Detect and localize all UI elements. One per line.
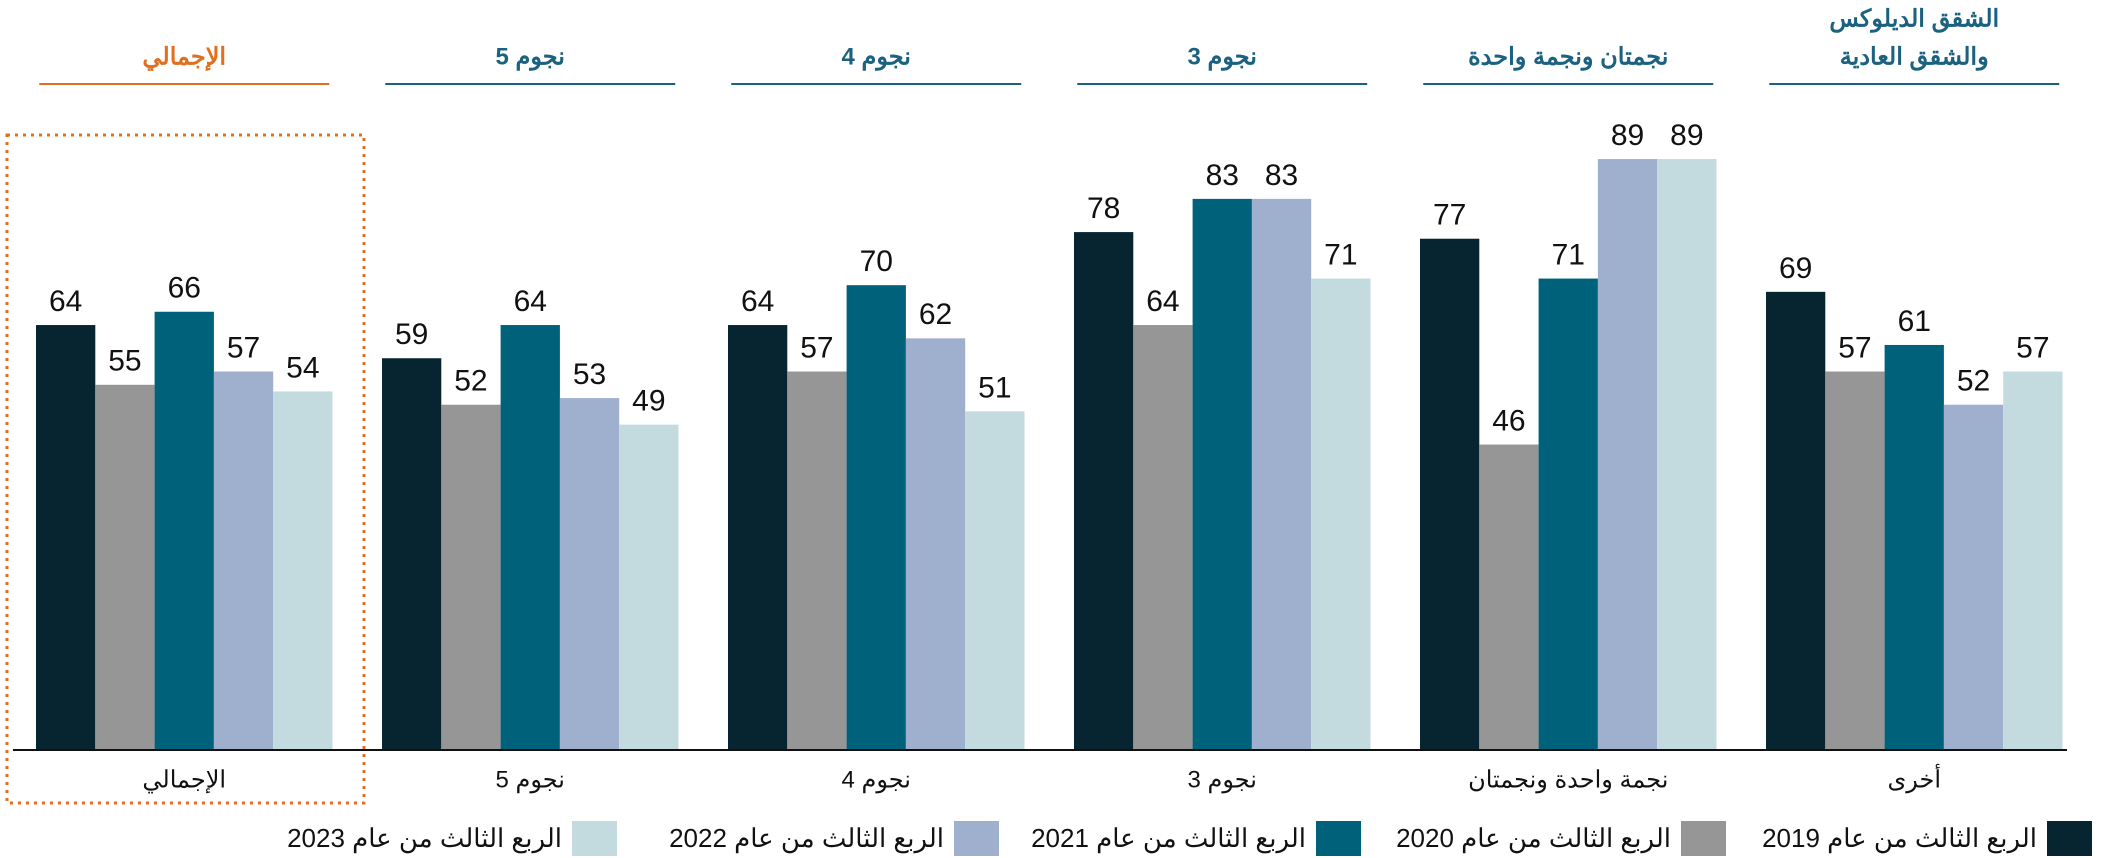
bar bbox=[273, 391, 333, 750]
value-label: 71 bbox=[1324, 238, 1357, 271]
bar bbox=[619, 424, 679, 750]
bar bbox=[787, 371, 847, 750]
bar bbox=[154, 311, 214, 750]
bar bbox=[213, 371, 274, 750]
bar bbox=[846, 285, 906, 750]
value-label: 59 bbox=[395, 318, 428, 351]
group-header: نجمتان ونجمة واحدة bbox=[1468, 43, 1668, 71]
bar bbox=[36, 325, 96, 750]
value-label: 53 bbox=[573, 358, 606, 391]
group-header: الإجمالي bbox=[142, 43, 226, 71]
bar bbox=[965, 411, 1025, 750]
value-label: 64 bbox=[49, 285, 82, 318]
bar bbox=[1251, 198, 1312, 750]
bar bbox=[728, 325, 788, 750]
bar bbox=[1943, 404, 2004, 750]
bar bbox=[1597, 159, 1658, 751]
legend-swatch bbox=[1316, 821, 1361, 856]
value-label: 62 bbox=[919, 298, 952, 331]
highlight-box bbox=[5, 133, 366, 805]
value-label: 64 bbox=[741, 285, 774, 318]
legend-label: الربع الثالث من عام 2020 bbox=[1396, 823, 1671, 854]
bar bbox=[382, 358, 442, 750]
value-label: 89 bbox=[1670, 119, 1703, 152]
value-label: 57 bbox=[2016, 331, 2049, 364]
legend-swatch bbox=[954, 821, 999, 856]
value-label: 52 bbox=[454, 365, 487, 398]
value-label: 77 bbox=[1433, 199, 1466, 232]
group-header: 5 نجوم bbox=[496, 43, 565, 71]
legend-swatch bbox=[1681, 821, 1726, 856]
value-label: 78 bbox=[1087, 192, 1120, 225]
value-label: 70 bbox=[860, 245, 893, 278]
bar bbox=[1133, 325, 1193, 750]
value-label: 83 bbox=[1265, 159, 1298, 192]
value-label: 55 bbox=[108, 345, 141, 378]
group-header: والشقق العادية bbox=[1840, 43, 1989, 71]
bar bbox=[500, 325, 560, 750]
value-label: 71 bbox=[1552, 238, 1585, 271]
bar bbox=[1311, 278, 1371, 750]
legend-swatch bbox=[2047, 821, 2092, 856]
value-label: 64 bbox=[1146, 285, 1179, 318]
group-header: الشقق الديلوكس bbox=[1829, 5, 1999, 33]
group-header: 3 نجوم bbox=[1188, 43, 1257, 71]
value-label: 54 bbox=[286, 351, 319, 384]
bar bbox=[1479, 444, 1539, 750]
value-label: 57 bbox=[800, 331, 833, 364]
x-tick-label: 4 نجوم bbox=[842, 766, 911, 793]
bar bbox=[1884, 344, 1944, 750]
value-label: 57 bbox=[1838, 331, 1871, 364]
bar bbox=[559, 398, 620, 750]
value-label: 64 bbox=[514, 285, 547, 318]
bar bbox=[2003, 371, 2063, 750]
value-label: 46 bbox=[1492, 404, 1525, 437]
value-label: 52 bbox=[1957, 365, 1990, 398]
value-label: 83 bbox=[1206, 159, 1239, 192]
x-tick-label: أخرى bbox=[1887, 762, 1941, 793]
x-tick-label: الإجمالي bbox=[142, 766, 226, 793]
value-label: 57 bbox=[227, 331, 260, 364]
value-label: 51 bbox=[978, 371, 1011, 404]
x-tick-label: نجمة واحدة ونجمتان bbox=[1468, 766, 1668, 793]
value-label: 61 bbox=[1898, 305, 1931, 338]
x-tick-label: 5 نجوم bbox=[496, 766, 565, 793]
legend-label: الربع الثالث من عام 2019 bbox=[1762, 823, 2037, 854]
bar bbox=[95, 384, 155, 750]
legend-label: الربع الثالث من عام 2022 bbox=[669, 823, 944, 854]
legend-swatch bbox=[572, 821, 617, 856]
bar bbox=[1538, 278, 1598, 750]
bar bbox=[441, 404, 501, 750]
legend-label: الربع الثالث من عام 2021 bbox=[1031, 823, 1306, 854]
bar bbox=[1657, 159, 1717, 751]
value-label: 49 bbox=[632, 385, 665, 418]
bar bbox=[1192, 198, 1252, 750]
bar bbox=[1825, 371, 1885, 750]
value-label: 69 bbox=[1779, 252, 1812, 285]
value-label: 89 bbox=[1611, 119, 1644, 152]
group-header: 4 نجوم bbox=[842, 43, 911, 71]
bar bbox=[1420, 238, 1480, 750]
bar bbox=[1766, 291, 1826, 750]
x-tick-label: 3 نجوم bbox=[1188, 766, 1257, 793]
bar bbox=[1074, 232, 1134, 750]
bar bbox=[905, 338, 966, 750]
legend-label: الربع الثالث من عام 2023 bbox=[287, 823, 562, 854]
value-label: 66 bbox=[168, 272, 201, 305]
